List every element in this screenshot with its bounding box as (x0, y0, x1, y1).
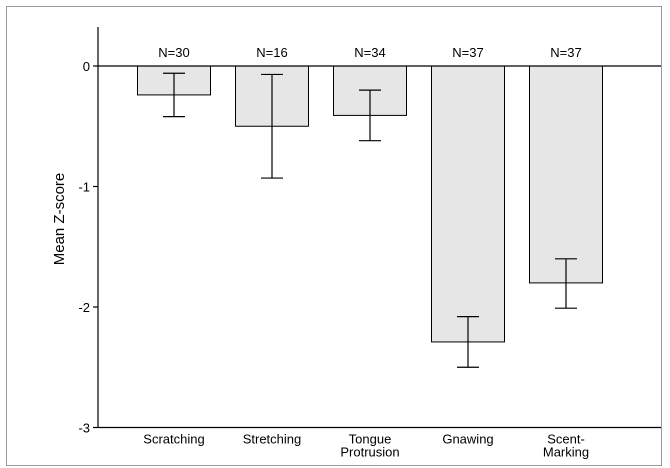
y-tick-label: -3 (78, 421, 90, 436)
x-tick-label-line: Marking (543, 445, 589, 460)
x-tick-label-line: Tongue (349, 432, 392, 447)
n-label: N=37 (550, 45, 581, 60)
x-tick-label: Stretching (243, 432, 302, 447)
y-ticks-group: 0 -1 -2 -3 (78, 59, 98, 436)
n-label: N=16 (256, 45, 287, 60)
y-tick-label: -1 (78, 180, 90, 195)
bar (529, 65, 603, 284)
n-label: N=37 (452, 45, 483, 60)
y-tick-label: -2 (78, 300, 90, 315)
chart-frame: 0 -1 -2 -3 N=30 N=16 N=34 N=37 N=37 Scratching S… (6, 6, 662, 466)
category-labels-group: Scratching Stretching Tongue Protrusion Gnaw… (143, 432, 589, 460)
axes-group (97, 27, 661, 429)
x-tick-label-line: Stretching (243, 432, 302, 447)
x-tick-label: Gnawing (442, 432, 493, 447)
x-tick-label-line: Scent- (547, 432, 585, 447)
bars-group (137, 65, 603, 343)
n-label: N=30 (158, 45, 189, 60)
x-tick-label: Scent-Marking (543, 432, 589, 460)
x-tick-label: Scratching (143, 432, 204, 447)
x-tick-label-line: Gnawing (442, 432, 493, 447)
n-label: N=34 (354, 45, 385, 60)
x-tick-label-line: Protrusion (340, 445, 399, 460)
error-bars-group (163, 72, 577, 368)
y-tick-label: 0 (83, 59, 90, 74)
x-tick-label-line: Scratching (143, 432, 204, 447)
bar-chart: 0-1-2-3 N=30 N=16 N=34 N=37 N=37 Scratching S… (51, 27, 661, 460)
bar (431, 65, 505, 343)
x-tick-label: Tongue Protrusion (340, 432, 399, 460)
y-axis-label: Mean Z-score (51, 173, 68, 266)
n-labels-group: N=30 N=16 N=34 N=37 N=37 (158, 45, 581, 60)
